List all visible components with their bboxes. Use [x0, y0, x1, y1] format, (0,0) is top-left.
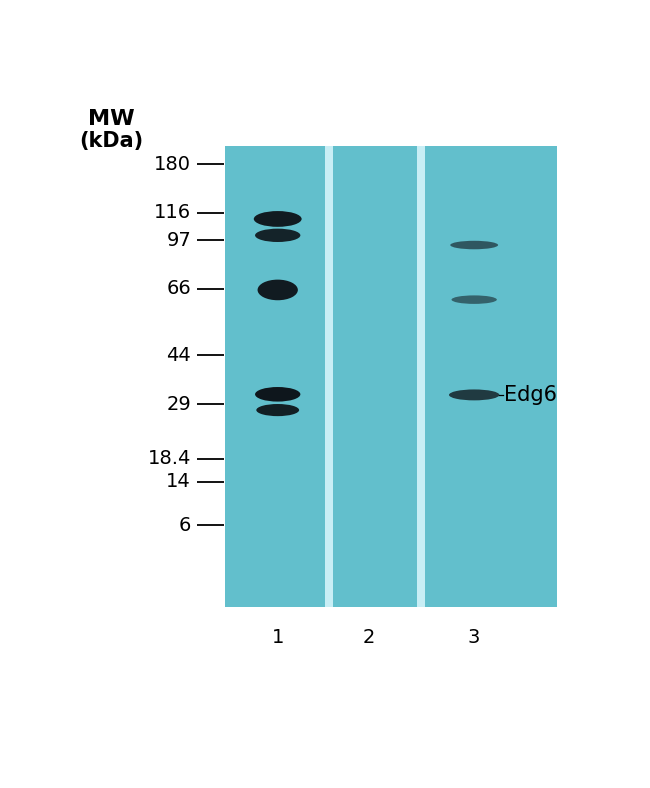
Ellipse shape	[255, 229, 300, 242]
Ellipse shape	[450, 241, 498, 249]
Ellipse shape	[255, 387, 300, 402]
Text: 44: 44	[166, 346, 191, 365]
Text: 116: 116	[154, 203, 191, 222]
Text: (kDa): (kDa)	[79, 131, 144, 151]
Text: 3: 3	[468, 628, 480, 647]
Ellipse shape	[256, 404, 299, 416]
Ellipse shape	[257, 280, 298, 300]
Ellipse shape	[452, 296, 497, 304]
Ellipse shape	[449, 389, 499, 400]
Bar	[324, 146, 333, 608]
Text: 1: 1	[272, 628, 284, 647]
Bar	[417, 146, 425, 608]
Text: 6: 6	[179, 516, 191, 535]
Text: 180: 180	[154, 154, 191, 174]
Text: 18.4: 18.4	[148, 449, 191, 468]
Text: Edg6: Edg6	[504, 385, 558, 405]
Bar	[225, 146, 557, 608]
Text: 66: 66	[166, 279, 191, 298]
Text: 2: 2	[362, 628, 374, 647]
Text: MW: MW	[88, 109, 135, 128]
Ellipse shape	[254, 211, 302, 227]
Text: 14: 14	[166, 472, 191, 491]
Text: 97: 97	[166, 231, 191, 250]
Text: 29: 29	[166, 395, 191, 414]
